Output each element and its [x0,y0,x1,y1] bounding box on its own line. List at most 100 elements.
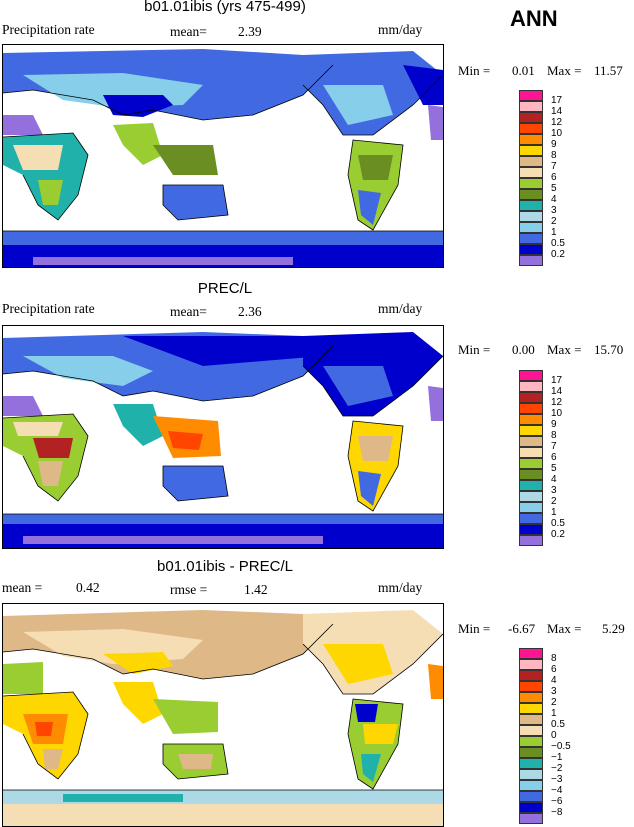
colorbar-swatch [519,425,543,436]
season-label: ANN [510,6,558,31]
colorbar-swatch [519,535,543,546]
panel-1-min-label: Min = [458,63,491,78]
colorbar-swatch [519,392,543,403]
colorbar-swatch [519,145,543,156]
colorbar-swatch [519,659,543,670]
colorbar-swatch [519,502,543,513]
panel-3-max-value: 5.29 [602,621,625,636]
colorbar-swatch [519,134,543,145]
colorbar-swatch [519,513,543,524]
colorbar-swatch [519,156,543,167]
colorbar-swatch [519,670,543,681]
colorbar-level-label: 0.5 [551,238,565,249]
panel-1-max-label: Max = [547,63,582,78]
colorbar-level-label: 0.2 [551,529,565,540]
panel-3-mean-label: mean = [2,580,43,595]
colorbar-swatch [519,692,543,703]
colorbar-level-label: 7 [551,161,557,172]
panel-2-min-label: Min = [458,342,491,357]
colorbar-swatch [519,703,543,714]
colorbar-level-label: 9 [551,139,557,150]
colorbar-swatch [519,200,543,211]
colorbar-level-label: 6 [551,172,557,183]
panel-2-min-value: 0.00 [512,342,535,357]
colorbar-level-label: 8 [551,430,557,441]
colorbar-level-label: 17 [551,375,563,386]
colorbar-swatch [519,769,543,780]
colorbar-swatch [519,758,543,769]
panel-1-max-value: 11.57 [594,63,623,78]
colorbar-level-label: 1 [551,227,557,238]
colorbar-swatch [519,211,543,222]
panel-1-mean-value: 2.39 [238,24,262,39]
colorbar-level-label: 12 [551,397,563,408]
colorbar-level-label: 5 [551,183,557,194]
colorbar-level-label: 1 [551,507,557,518]
colorbar-swatch [519,736,543,747]
colorbar-swatch [519,802,543,813]
colorbar-level-label: 5 [551,463,557,474]
colorbar-swatch [519,112,543,123]
colorbar-swatch [519,813,543,824]
colorbar-level-label: 3 [551,686,557,697]
colorbar-swatch [519,381,543,392]
colorbar-swatch [519,480,543,491]
colorbar-swatch [519,747,543,758]
colorbar-swatch [519,403,543,414]
colorbar-swatch [519,101,543,112]
colorbar-level-label: 0.2 [551,249,565,260]
colorbar-level-label: −1 [551,752,563,763]
colorbar-swatch [519,123,543,134]
colorbar-level-label: 4 [551,194,557,205]
colorbar-level-label: 0.5 [551,518,565,529]
panel-2-mean-value: 2.36 [238,304,262,319]
panel-3-min-label: Min = [458,621,491,636]
colorbar-level-label: 14 [551,106,563,117]
colorbar-level-label: 8 [551,653,557,664]
colorbar-swatch [519,780,543,791]
colorbar-level-label: 6 [551,664,557,675]
colorbar-level-label: 10 [551,128,563,139]
colorbar-level-label: 3 [551,485,557,496]
colorbar-swatch [519,648,543,659]
colorbar-swatch [519,791,543,802]
colorbar-swatch [519,681,543,692]
colorbar-swatch [519,491,543,502]
colorbar-level-label: 1 [551,708,557,719]
panel-2-max-value: 15.70 [594,342,624,357]
colorbar-level-label: 8 [551,150,557,161]
panel-1-units: mm/day [378,22,423,37]
colorbar-level-label: 3 [551,205,557,216]
colorbar-swatch [519,725,543,736]
panel-2-map-svg [3,326,443,548]
colorbar-swatch [519,233,543,244]
colorbar-swatch [519,370,543,381]
panel-1-title: b01.01ibis (yrs 475-499) [144,0,306,15]
colorbar-level-label: 17 [551,95,563,106]
colorbar-level-label: 4 [551,474,557,485]
colorbar-level-label: −3 [551,774,563,785]
colorbar-level-label: 0.5 [551,719,565,730]
panel-1-min-value: 0.01 [512,63,535,78]
panel-2-max-label: Max = [547,342,582,357]
colorbar-swatch [519,524,543,535]
panel-1-map-svg [3,45,443,267]
colorbar-swatch [519,255,543,266]
colorbar-level-label: 9 [551,419,557,430]
colorbar-level-label: 0 [551,730,557,741]
colorbar-swatch [519,222,543,233]
colorbar-level-label: 7 [551,441,557,452]
colorbar-swatch [519,714,543,725]
colorbar-swatch [519,414,543,425]
colorbar-level-label: 2 [551,496,557,507]
colorbar-swatch [519,458,543,469]
panel-3-colorbar: 8 6 4 3 2 1 0.5 0 −0.5 −1 −2 −3 −4 −6 −8 [519,648,571,824]
panel-2-mean-label: mean= [170,304,207,319]
panel-3-rmse-value: 1.42 [244,582,268,597]
colorbar-level-label: 10 [551,408,563,419]
panel-3-map [2,603,444,827]
panel-3-title: b01.01ibis - PREC/L [157,558,293,575]
colorbar-level-label: 6 [551,452,557,463]
panel-1-map [2,44,444,268]
panel-3-min-value: -6.67 [508,621,536,636]
